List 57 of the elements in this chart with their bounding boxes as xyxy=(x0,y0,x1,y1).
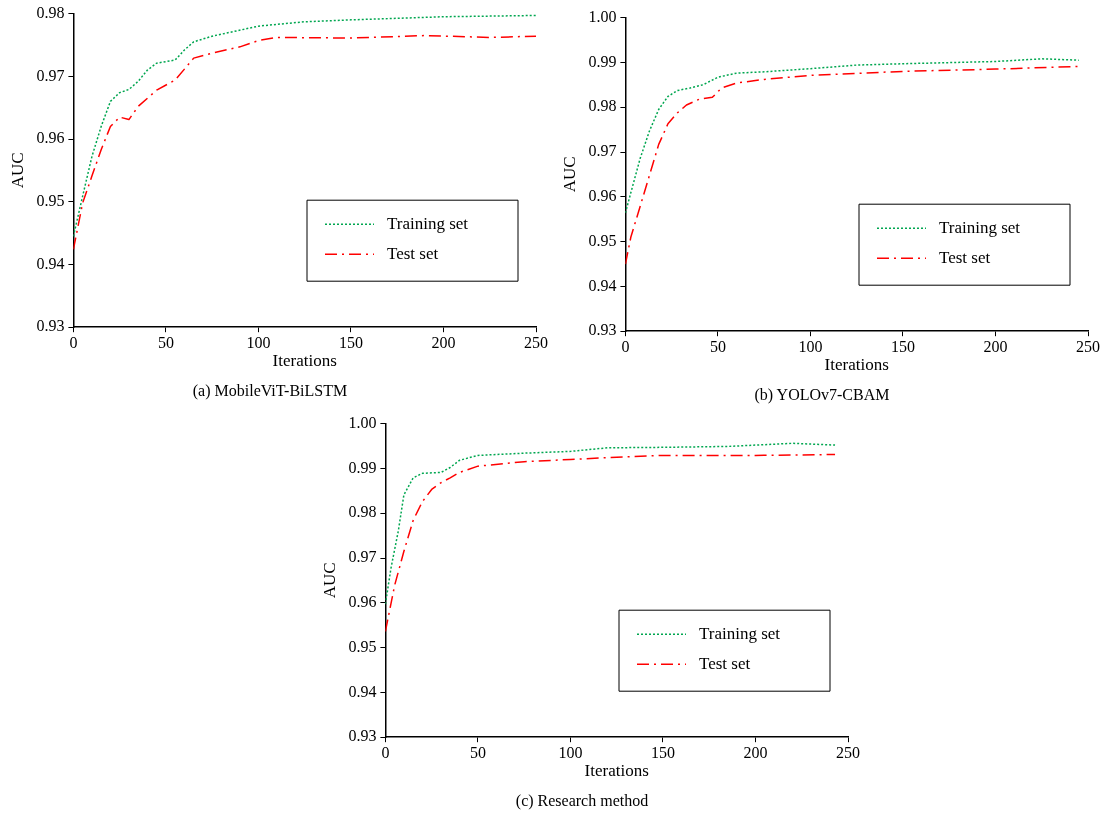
y-tick-label: 0.98 xyxy=(588,97,617,115)
y-axis-title: AUC xyxy=(7,152,27,189)
x-tick-label: 100 xyxy=(798,338,823,355)
y-tick-label: 0.96 xyxy=(588,187,617,204)
legend-label: Training set xyxy=(699,623,781,643)
legend-label: Test set xyxy=(387,243,439,263)
x-tick-label: 50 xyxy=(709,338,726,355)
y-tick-label: 0.94 xyxy=(588,276,617,294)
y-tick-label: 0.97 xyxy=(348,548,377,566)
text: (b) YOLOv7-CBAM xyxy=(754,385,890,404)
y-tick-label: 0.98 xyxy=(348,503,377,521)
y-tick-label: 0.96 xyxy=(36,129,65,147)
x-tick-label: 150 xyxy=(890,338,915,355)
x-axis-title: Iterations xyxy=(584,761,649,781)
x-tick-label: 0 xyxy=(621,338,630,355)
legend-label: Test set xyxy=(939,247,991,267)
x-tick-label: 250 xyxy=(524,334,548,351)
y-tick-label: 0.95 xyxy=(36,191,65,209)
y-tick-label: 0.97 xyxy=(36,66,65,84)
x-tick-label: 0 xyxy=(381,744,390,761)
x-axis-title: Iterations xyxy=(272,351,337,371)
y-axis-title: AUC xyxy=(559,156,579,193)
y-axis-title: AUC xyxy=(319,562,339,599)
x-tick-label: 250 xyxy=(1076,338,1100,355)
y-tick-label: 0.97 xyxy=(588,142,617,160)
x-tick-label: 150 xyxy=(338,334,363,351)
text: (a) MobileViT-BiLSTM xyxy=(192,381,348,400)
x-tick-label: 150 xyxy=(650,744,675,761)
y-tick-label: 0.94 xyxy=(348,682,377,700)
x-tick-label: 200 xyxy=(431,334,456,351)
y-tick-label: 1.00 xyxy=(348,413,377,431)
x-tick-label: 200 xyxy=(983,338,1008,355)
y-tick-label: 1.00 xyxy=(588,7,617,25)
x-tick-label: 50 xyxy=(469,744,486,761)
line-series xyxy=(625,58,1080,214)
x-tick-label: 50 xyxy=(157,334,174,351)
x-axis-title: Iterations xyxy=(824,355,889,375)
x-tick-label: 0 xyxy=(69,334,78,351)
line-series xyxy=(625,65,1080,265)
text: (c) Research method xyxy=(515,791,649,810)
x-tick-label: 200 xyxy=(743,744,768,761)
x-tick-label: 100 xyxy=(558,744,583,761)
y-tick-label: 0.95 xyxy=(588,231,617,249)
y-tick-label: 0.94 xyxy=(36,254,65,272)
x-tick-label: 100 xyxy=(246,334,271,351)
legend-label: Training set xyxy=(387,213,469,233)
legend-label: Training set xyxy=(939,217,1021,237)
y-tick-label: 0.93 xyxy=(588,321,617,339)
y-tick-label: 0.95 xyxy=(348,637,377,655)
y-tick-label: 0.93 xyxy=(36,317,65,335)
y-tick-label: 0.93 xyxy=(348,727,377,745)
y-tick-label: 0.99 xyxy=(348,458,377,476)
legend-label: Test set xyxy=(699,653,751,673)
x-tick-label: 250 xyxy=(836,744,860,761)
y-tick-label: 0.99 xyxy=(588,52,617,70)
y-tick-label: 0.98 xyxy=(36,3,65,21)
y-tick-label: 0.96 xyxy=(348,593,377,610)
